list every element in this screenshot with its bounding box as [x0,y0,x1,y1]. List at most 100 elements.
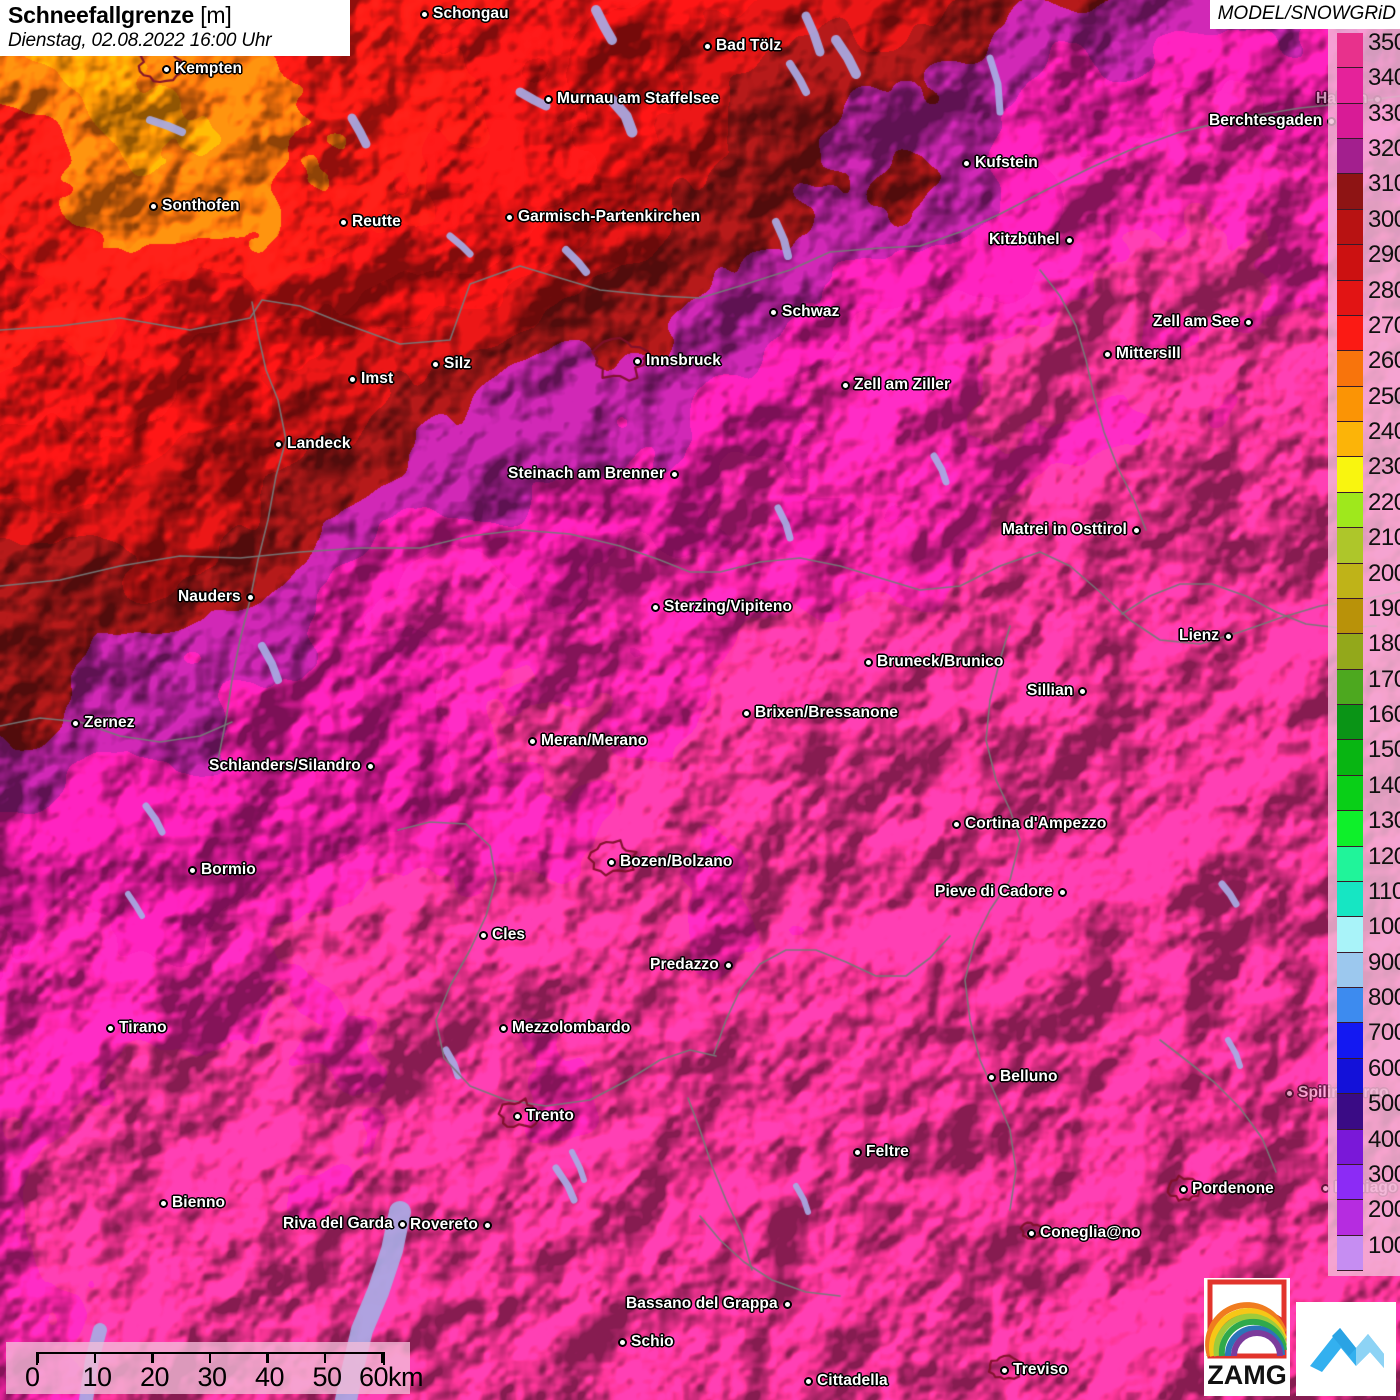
legend-label: 800 [1368,984,1400,1012]
place-marker[interactable] [986,1072,996,1082]
place-marker[interactable] [632,356,642,366]
place-marker[interactable] [512,1111,522,1121]
legend-swatch [1337,598,1363,635]
legend-swatch [1337,174,1363,210]
place-marker[interactable] [999,1365,1009,1375]
place-label: Sillian [1027,682,1074,699]
map-title-box: Schneefallgrenze [m] Dienstag, 02.08.202… [0,0,350,57]
place-marker[interactable] [863,657,873,667]
place-marker[interactable] [430,359,440,369]
place-marker[interactable] [617,1337,627,1347]
place-marker[interactable] [650,602,660,612]
place-marker[interactable] [498,1023,508,1033]
legend-label: 3100 [1368,170,1400,198]
legend-label: 700 [1368,1019,1400,1047]
legend-swatch [1337,315,1363,352]
place-marker[interactable] [158,1198,168,1208]
place-marker[interactable] [1064,235,1074,245]
place-marker[interactable] [543,94,553,104]
legend-label: 3000 [1368,205,1400,233]
place-marker[interactable] [419,9,429,19]
place-marker[interactable] [365,761,375,771]
place-marker[interactable] [347,374,357,384]
legend-swatch [1337,1094,1363,1130]
legend: 3500 3400 3300 3200 3100 3000 2900 2800 2700 2600… [1328,28,1400,1276]
place-marker[interactable] [1243,317,1253,327]
place-marker[interactable] [527,736,537,746]
place-marker[interactable] [840,380,850,390]
place-marker[interactable] [504,212,514,222]
logo-group: ZAMG [1204,1278,1396,1396]
place-marker[interactable] [187,865,197,875]
scale-label-end: 60km [359,1362,424,1392]
place-marker[interactable] [606,857,616,867]
legend-label: 2700 [1368,311,1400,339]
place-label: Tirano [119,1019,167,1036]
legend-swatch [1337,245,1363,281]
place-marker[interactable] [338,217,348,227]
place-marker[interactable] [702,41,712,51]
place-marker[interactable] [105,1023,115,1033]
scale-label: 0 [25,1362,40,1392]
place-marker[interactable] [161,64,171,74]
place-marker[interactable] [273,439,283,449]
place-marker[interactable] [1102,349,1112,359]
place-marker[interactable] [397,1219,407,1229]
place-marker[interactable] [723,960,733,970]
place-label: Imst [361,370,394,387]
place-label: Kitzbühel [989,231,1060,248]
place-marker[interactable] [1284,1088,1294,1098]
legend-swatch [1337,1129,1363,1165]
legend-swatch [1337,139,1363,175]
place-label: Meran/Merano [541,732,648,749]
place-marker[interactable] [1026,1228,1036,1238]
legend-swatch [1337,952,1363,989]
scale-tick [381,1352,384,1363]
legend-swatch [1337,634,1363,670]
place-label: Pieve di Cadore [935,883,1053,900]
place-marker[interactable] [245,592,255,602]
place-marker[interactable] [482,1220,492,1230]
legend-label: 2200 [1368,488,1400,516]
snowgrid-logo[interactable] [1296,1302,1396,1396]
place-label: Schongau [433,5,509,22]
place-marker[interactable] [70,718,80,728]
place-marker[interactable] [1077,686,1087,696]
legend-swatch [1337,669,1363,706]
place-label: Garmisch-Partenkirchen [518,208,701,225]
place-label: Mezzolombardo [512,1019,631,1036]
legend-swatch [1337,68,1363,104]
place-marker[interactable] [951,819,961,829]
legend-swatch [1337,775,1363,812]
place-label: Zell am See [1153,313,1240,330]
place-label: Riva del Garda [283,1215,393,1232]
place-marker[interactable] [148,201,158,211]
place-marker[interactable] [782,1299,792,1309]
place-marker[interactable] [1223,631,1233,641]
place-label: Kempten [175,60,243,77]
place-marker[interactable] [768,307,778,317]
legend-swatch [1337,386,1363,423]
legend-swatch [1337,917,1363,953]
page-title: Schneefallgrenze [m] [8,2,340,29]
place-label: Zell am Ziller [854,376,951,393]
place-marker[interactable] [803,1376,813,1386]
place-label: Rovereto [410,1216,478,1233]
place-marker[interactable] [669,469,679,479]
scale-tick [266,1352,269,1363]
place-marker[interactable] [478,930,488,940]
place-label: Cortina d'Ampezzo [965,815,1107,832]
place-marker[interactable] [1178,1184,1188,1194]
place-marker[interactable] [961,158,971,168]
legend-label: 2100 [1368,524,1400,552]
place-marker[interactable] [1057,887,1067,897]
place-marker[interactable] [1131,525,1141,535]
place-label: Sonthofen [162,197,240,214]
scale-tick [93,1352,96,1363]
zamg-logo[interactable]: ZAMG [1204,1278,1290,1396]
legend-swatch [1337,563,1363,599]
legend-label: 1800 [1368,630,1400,658]
place-marker[interactable] [852,1147,862,1157]
place-marker[interactable] [741,708,751,718]
